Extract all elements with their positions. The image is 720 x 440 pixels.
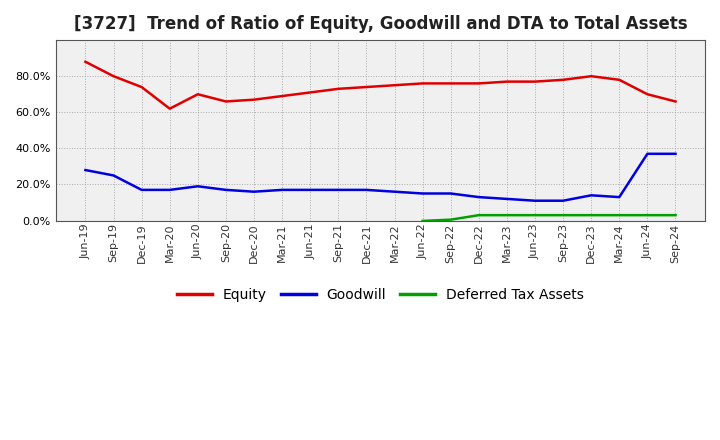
Legend: Equity, Goodwill, Deferred Tax Assets: Equity, Goodwill, Deferred Tax Assets (171, 282, 590, 308)
Title: [3727]  Trend of Ratio of Equity, Goodwill and DTA to Total Assets: [3727] Trend of Ratio of Equity, Goodwil… (73, 15, 688, 33)
